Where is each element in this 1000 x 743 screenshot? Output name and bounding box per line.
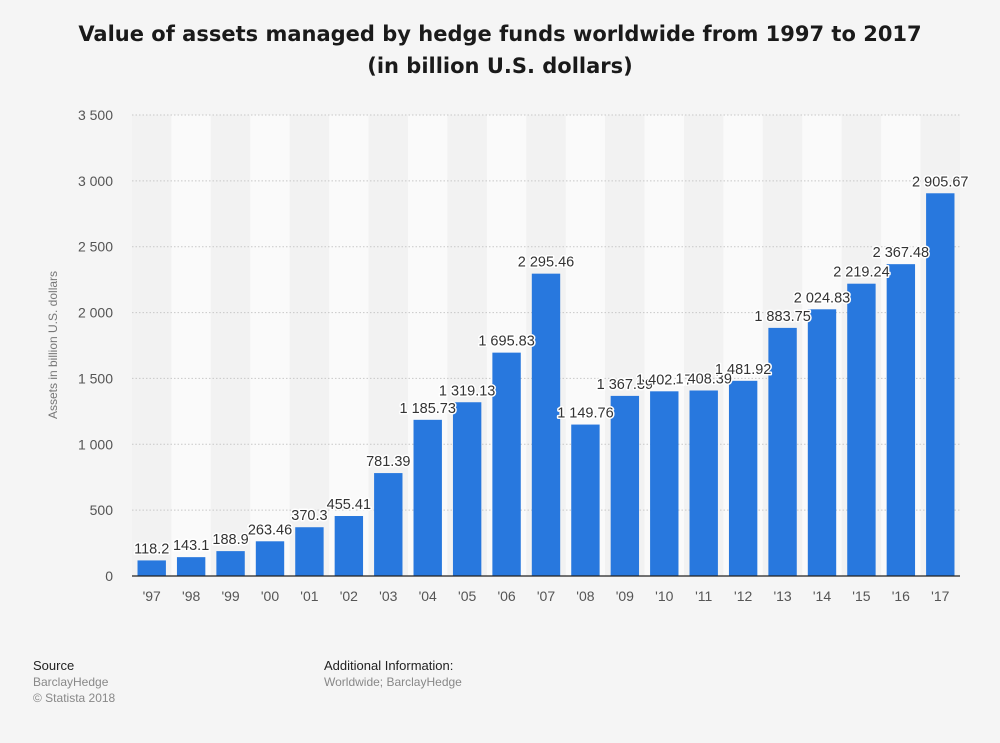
bar bbox=[847, 283, 876, 576]
value-label: 2 367.48 bbox=[873, 245, 929, 261]
value-label: 263.46 bbox=[248, 522, 292, 538]
bar bbox=[768, 327, 797, 576]
band bbox=[132, 115, 172, 576]
value-label: 1 149.76 bbox=[557, 406, 613, 422]
source-name: BarclayHedge bbox=[33, 675, 109, 689]
value-label: 1 402.17 bbox=[636, 372, 692, 388]
value-label: 370.3 bbox=[291, 508, 327, 524]
bar-chart: 0 500 1 000 1 500 2 000 2 500 3 000 3 500 118.2… bbox=[46, 107, 970, 604]
bar bbox=[926, 193, 955, 577]
y-tick-label: 500 bbox=[90, 502, 114, 518]
x-tick-label: '97 bbox=[143, 588, 161, 604]
bar bbox=[452, 402, 482, 576]
bar bbox=[531, 273, 561, 576]
y-axis-ticks: 0 500 1 000 1 500 2 000 2 500 3 000 3 500 bbox=[78, 107, 113, 584]
bar bbox=[689, 390, 718, 576]
y-tick-label: 3 000 bbox=[78, 173, 113, 189]
value-label: 1 883.75 bbox=[754, 309, 810, 325]
y-tick-label: 2 000 bbox=[78, 305, 113, 321]
band bbox=[210, 115, 251, 576]
value-label: 1 185.73 bbox=[399, 401, 455, 417]
y-tick-label: 0 bbox=[105, 568, 113, 584]
x-tick-label: '15 bbox=[852, 588, 870, 604]
x-tick-label: '11 bbox=[695, 588, 712, 604]
copyright: © Statista 2018 bbox=[33, 691, 116, 705]
x-tick-label: '04 bbox=[419, 588, 437, 604]
x-tick-label: '99 bbox=[221, 588, 239, 604]
x-tick-label: '09 bbox=[616, 588, 634, 604]
value-label: 188.9 bbox=[212, 532, 248, 548]
bar bbox=[176, 557, 206, 576]
bar bbox=[886, 264, 916, 576]
bar bbox=[413, 419, 442, 576]
chart-title: Value of assets managed by hedge funds w… bbox=[78, 22, 922, 78]
value-label: 1 408.39 bbox=[675, 371, 731, 387]
x-tick-label: '00 bbox=[261, 588, 279, 604]
additional-info-text: Worldwide; BarclayHedge bbox=[324, 675, 462, 689]
bar bbox=[255, 541, 285, 576]
x-axis-ticks: '97 '98 '99 '00 '01 '02 '03 '04 '05 '06 '07 '08 '09 '… bbox=[143, 588, 950, 604]
value-label: 2 295.46 bbox=[518, 255, 574, 271]
bar bbox=[807, 309, 837, 576]
bar bbox=[334, 516, 364, 576]
y-tick-label: 3 500 bbox=[78, 107, 113, 123]
x-tick-label: '16 bbox=[892, 588, 910, 604]
band bbox=[329, 115, 369, 576]
y-tick-label: 1 000 bbox=[78, 436, 113, 452]
x-tick-label: '08 bbox=[576, 588, 594, 604]
x-tick-label: '14 bbox=[813, 588, 831, 604]
additional-info-heading: Additional Information: bbox=[324, 658, 454, 673]
x-tick-label: '13 bbox=[773, 588, 791, 604]
x-tick-label: '98 bbox=[182, 588, 200, 604]
value-label: 1 319.13 bbox=[439, 383, 495, 399]
value-label: 2 219.24 bbox=[833, 265, 889, 281]
x-tick-label: '17 bbox=[931, 588, 949, 604]
value-label: 455.41 bbox=[327, 497, 371, 513]
x-tick-label: '01 bbox=[300, 588, 318, 604]
bar bbox=[728, 380, 758, 576]
x-tick-label: '07 bbox=[537, 588, 555, 604]
bar bbox=[374, 473, 403, 576]
value-label: 1 367.39 bbox=[597, 377, 653, 393]
band bbox=[171, 115, 211, 576]
x-tick-label: '05 bbox=[458, 588, 476, 604]
bar bbox=[216, 551, 245, 576]
x-tick-label: '02 bbox=[340, 588, 358, 604]
value-label: 1 481.92 bbox=[715, 362, 771, 378]
bars bbox=[137, 193, 955, 577]
y-tick-label: 2 500 bbox=[78, 239, 113, 255]
value-label: 2 905.67 bbox=[912, 174, 968, 190]
bar bbox=[492, 352, 521, 576]
value-label: 118.2 bbox=[134, 541, 169, 557]
value-label: 2 024.83 bbox=[794, 290, 850, 306]
y-axis-label: Assets in billion U.S. dollars bbox=[46, 271, 60, 419]
bar bbox=[295, 527, 324, 576]
source-heading: Source bbox=[33, 658, 75, 673]
value-label: 781.39 bbox=[366, 454, 410, 470]
band bbox=[250, 115, 290, 576]
x-tick-label: '06 bbox=[497, 588, 515, 604]
x-tick-label: '12 bbox=[734, 588, 752, 604]
x-tick-label: '10 bbox=[655, 588, 673, 604]
bar bbox=[137, 560, 166, 576]
bar bbox=[610, 395, 640, 576]
additional-info-block: Additional Information: Worldwide; Barcl… bbox=[324, 658, 462, 690]
value-label: 1 695.83 bbox=[478, 334, 534, 350]
bar bbox=[650, 391, 679, 576]
source-block: Source BarclayHedge © Statista 2018 bbox=[33, 658, 115, 706]
bar bbox=[571, 424, 600, 576]
y-tick-label: 1 500 bbox=[78, 370, 113, 386]
band bbox=[289, 115, 330, 576]
x-tick-label: '03 bbox=[379, 588, 397, 604]
value-label: 143.1 bbox=[173, 538, 209, 554]
